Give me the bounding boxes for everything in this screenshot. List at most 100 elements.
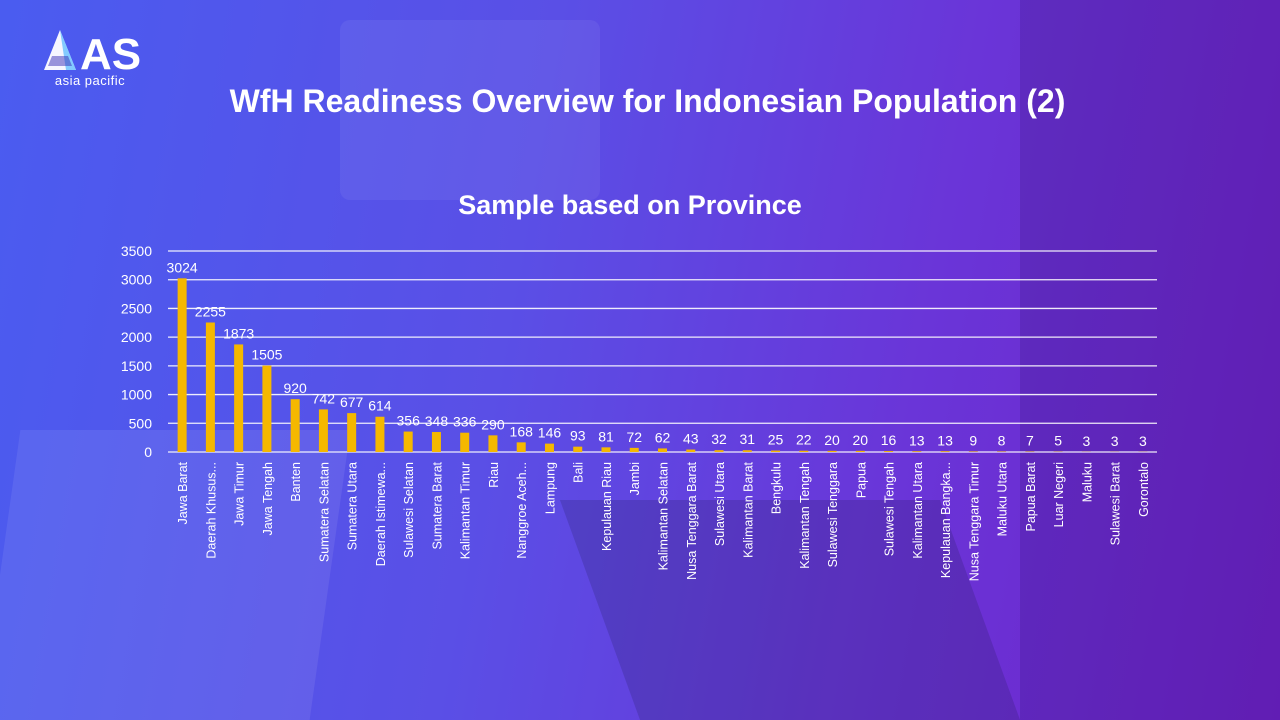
category-label: Riau: [487, 462, 501, 488]
bar: [347, 413, 357, 452]
category-label: Sulawesi Selatan: [402, 462, 416, 558]
y-tick-label: 0: [144, 444, 152, 460]
category-label: Jawa Timur: [233, 462, 247, 526]
bar: [516, 442, 526, 452]
page-title: WfH Readiness Overview for Indonesian Po…: [229, 83, 1066, 119]
bar: [742, 450, 752, 452]
bar: [177, 278, 187, 452]
data-label: 62: [655, 429, 671, 445]
data-label: 920: [283, 380, 307, 396]
data-label: 13: [909, 432, 925, 448]
data-label: 31: [739, 431, 755, 447]
data-label: 614: [368, 398, 392, 414]
data-label: 25: [768, 432, 784, 448]
category-label: Kepulauan Riau: [600, 462, 614, 551]
category-label: Daerah Khusus...: [204, 462, 218, 559]
data-label: 3024: [167, 259, 198, 275]
category-label: Jambi: [628, 462, 642, 495]
data-label: 3: [1082, 433, 1090, 449]
category-label: Sulawesi Utara: [713, 462, 727, 546]
category-label: Kalimantan Utara: [911, 462, 925, 559]
bar: [855, 450, 865, 452]
category-label: Jawa Barat: [176, 461, 190, 524]
category-label: Maluku: [1080, 462, 1094, 502]
bar: [573, 446, 583, 452]
category-label: Papua: [854, 462, 868, 498]
data-label: 7: [1026, 433, 1034, 449]
category-label: Papua Barat: [1024, 461, 1038, 531]
logo-subtext: asia pacific: [54, 73, 126, 88]
category-label: Jawa Tengah: [261, 462, 275, 535]
category-label: Kepulauan Bangka...: [939, 462, 953, 578]
bar: [318, 409, 328, 452]
data-label: 72: [626, 429, 642, 445]
y-tick-label: 3000: [121, 272, 152, 288]
y-tick-label: 1000: [121, 387, 152, 403]
category-label: Kalimantan Selatan: [657, 462, 671, 570]
bar: [290, 399, 300, 452]
data-label: 3: [1139, 433, 1147, 449]
data-label: 348: [425, 413, 449, 429]
asi-logo: ASI asia pacific: [40, 26, 140, 92]
y-tick-label: 2500: [121, 300, 152, 316]
data-label: 146: [538, 425, 562, 441]
category-label: Kalimantan Barat: [741, 461, 755, 557]
data-label: 22: [796, 432, 812, 448]
category-label: Sulawesi Barat: [1109, 461, 1123, 545]
data-label: 290: [481, 416, 505, 432]
category-label: Sumatera Barat: [430, 461, 444, 549]
asi-logo-mark-icon: ASI: [44, 30, 140, 74]
category-label: Maluku Utara: [996, 462, 1010, 536]
category-label: Sumatera Utara: [346, 462, 360, 550]
logo-text: ASI: [80, 30, 140, 74]
data-label: 93: [570, 428, 586, 444]
category-label: Kalimantan Timur: [459, 462, 473, 559]
category-label: Sulawesi Tenggara: [826, 462, 840, 567]
bar: [912, 451, 922, 452]
data-label: 742: [312, 390, 336, 406]
bar: [234, 344, 244, 452]
category-label: Nusa Tenggara Barat: [685, 461, 699, 579]
data-label: 5: [1054, 433, 1062, 449]
category-label: Gorontalo: [1137, 462, 1151, 517]
data-label: 43: [683, 431, 699, 447]
bar: [686, 449, 696, 452]
data-label: 20: [824, 432, 840, 448]
bar: [658, 448, 667, 452]
data-label: 1505: [251, 347, 282, 363]
data-label: 32: [711, 431, 727, 447]
category-label: Bengkulu: [770, 462, 784, 514]
data-label: 20: [853, 432, 869, 448]
category-label: Luar Negeri: [1052, 462, 1066, 527]
data-label: 16: [881, 432, 897, 448]
bar: [940, 451, 950, 452]
data-label: 9: [969, 432, 977, 448]
chart-title: Sample based on Province: [458, 190, 802, 220]
data-label: 81: [598, 428, 614, 444]
category-label: Bali: [572, 462, 586, 483]
data-label: 168: [510, 423, 534, 439]
y-tick-label: 3500: [121, 243, 152, 259]
bar: [431, 432, 441, 452]
y-tick-label: 500: [129, 415, 153, 431]
category-label: Banten: [289, 462, 303, 502]
bar: [460, 432, 470, 452]
bar: [968, 451, 978, 452]
data-label: 3: [1111, 433, 1119, 449]
bar: [403, 431, 413, 452]
bar: [544, 443, 554, 452]
bar: [262, 365, 272, 452]
data-label: 677: [340, 394, 364, 410]
bar: [799, 450, 809, 452]
data-label: 1873: [223, 325, 254, 341]
category-label: Sulawesi Tengah: [883, 462, 897, 556]
data-label: 2255: [195, 303, 226, 319]
data-label: 13: [937, 432, 953, 448]
bar: [884, 451, 894, 452]
bar: [771, 450, 781, 452]
bar: [601, 447, 611, 452]
category-label: Lampung: [543, 462, 557, 514]
y-tick-label: 1500: [121, 358, 152, 374]
category-label: Kalimantan Tengah: [798, 462, 812, 569]
